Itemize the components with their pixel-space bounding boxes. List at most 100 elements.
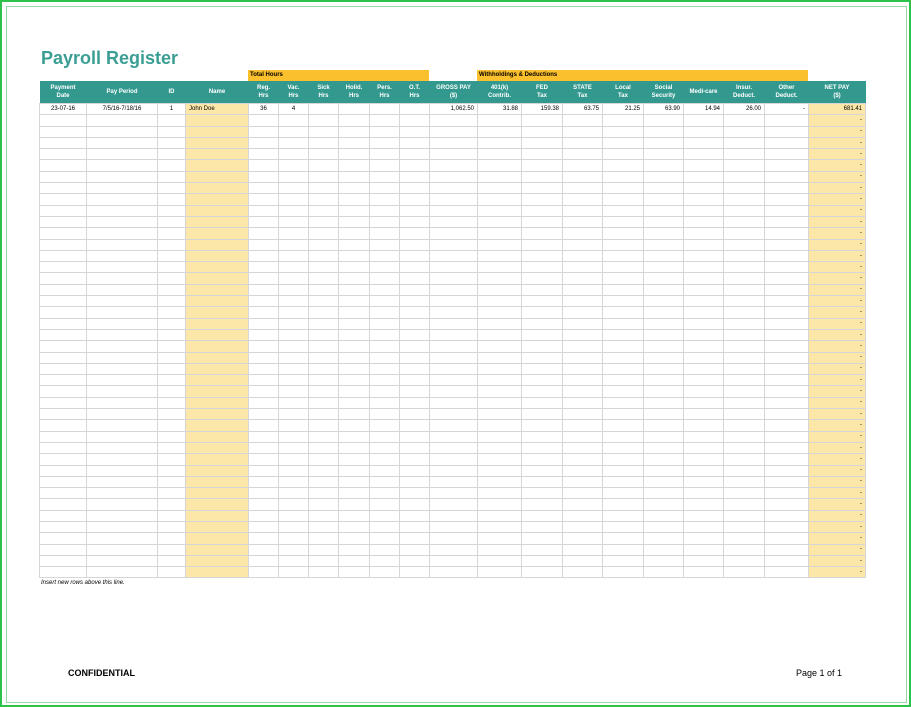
table-cell[interactable] bbox=[683, 430, 724, 443]
table-cell[interactable] bbox=[602, 509, 644, 522]
table-cell[interactable] bbox=[602, 170, 644, 184]
table-cell[interactable] bbox=[338, 532, 370, 545]
table-cell[interactable] bbox=[278, 272, 309, 285]
table-cell[interactable] bbox=[764, 498, 809, 511]
table-cell[interactable] bbox=[562, 498, 603, 511]
table-cell[interactable] bbox=[308, 114, 339, 127]
table-cell[interactable] bbox=[602, 453, 644, 466]
table-cell[interactable] bbox=[338, 430, 370, 443]
table-cell[interactable] bbox=[643, 509, 684, 522]
table-cell[interactable] bbox=[399, 475, 430, 489]
table-cell[interactable] bbox=[338, 554, 370, 568]
table-cell[interactable] bbox=[369, 543, 400, 556]
table-cell[interactable] bbox=[602, 114, 644, 127]
table-cell[interactable] bbox=[248, 295, 279, 308]
table-cell[interactable] bbox=[185, 419, 249, 432]
table-cell[interactable] bbox=[278, 374, 309, 387]
table-cell[interactable] bbox=[399, 193, 430, 206]
table-cell[interactable] bbox=[602, 272, 644, 285]
table-cell[interactable] bbox=[185, 532, 249, 545]
table-cell[interactable] bbox=[602, 340, 644, 353]
table-cell[interactable] bbox=[308, 227, 339, 240]
table-cell[interactable] bbox=[643, 114, 684, 127]
table-cell[interactable] bbox=[521, 283, 563, 297]
table-cell[interactable] bbox=[477, 453, 522, 466]
table-cell[interactable] bbox=[39, 306, 87, 319]
table-cell[interactable] bbox=[338, 464, 370, 477]
table-cell[interactable] bbox=[521, 351, 563, 364]
table-cell[interactable] bbox=[157, 374, 186, 387]
table-cell[interactable] bbox=[308, 328, 339, 342]
table-cell[interactable] bbox=[157, 385, 186, 398]
table-cell[interactable] bbox=[185, 374, 249, 387]
table-cell[interactable] bbox=[683, 362, 724, 376]
table-cell[interactable] bbox=[399, 374, 430, 387]
table-cell[interactable] bbox=[602, 362, 644, 376]
table-cell[interactable] bbox=[477, 227, 522, 240]
table-cell[interactable] bbox=[308, 419, 339, 432]
table-cell[interactable] bbox=[278, 396, 309, 410]
table-cell[interactable] bbox=[369, 317, 400, 330]
table-cell[interactable] bbox=[521, 272, 563, 285]
table-cell[interactable] bbox=[86, 148, 158, 161]
table-cell[interactable] bbox=[338, 441, 370, 455]
table-cell[interactable] bbox=[683, 272, 724, 285]
table-cell[interactable] bbox=[643, 170, 684, 184]
table-cell[interactable] bbox=[248, 475, 279, 489]
table-cell[interactable] bbox=[39, 204, 87, 217]
table-cell[interactable]: - bbox=[808, 408, 866, 421]
table-cell[interactable] bbox=[643, 464, 684, 477]
table-cell[interactable] bbox=[643, 306, 684, 319]
table-cell[interactable] bbox=[86, 328, 158, 342]
table-cell[interactable] bbox=[369, 125, 400, 138]
table-cell[interactable] bbox=[764, 362, 809, 376]
table-cell[interactable] bbox=[521, 532, 563, 545]
table-cell[interactable] bbox=[683, 204, 724, 217]
table-cell[interactable] bbox=[39, 238, 87, 251]
table-cell[interactable] bbox=[683, 125, 724, 138]
table-cell[interactable] bbox=[429, 249, 478, 263]
table-cell[interactable] bbox=[521, 182, 563, 195]
table-cell[interactable]: - bbox=[808, 441, 866, 455]
table-cell[interactable] bbox=[429, 148, 478, 161]
table-cell[interactable]: - bbox=[808, 566, 866, 579]
table-cell[interactable] bbox=[643, 351, 684, 364]
table-cell[interactable] bbox=[723, 295, 765, 308]
table-cell[interactable] bbox=[86, 249, 158, 263]
table-cell[interactable] bbox=[185, 430, 249, 443]
table-cell[interactable] bbox=[278, 306, 309, 319]
table-cell[interactable] bbox=[39, 385, 87, 398]
table-cell[interactable] bbox=[86, 351, 158, 364]
table-cell[interactable] bbox=[185, 272, 249, 285]
table-cell[interactable]: - bbox=[808, 136, 866, 150]
table-cell[interactable] bbox=[86, 396, 158, 410]
table-cell[interactable] bbox=[399, 554, 430, 568]
table-cell[interactable] bbox=[338, 498, 370, 511]
table-cell[interactable] bbox=[723, 520, 765, 534]
table-cell[interactable] bbox=[562, 125, 603, 138]
table-cell[interactable] bbox=[602, 215, 644, 229]
table-cell[interactable] bbox=[248, 351, 279, 364]
table-cell[interactable]: - bbox=[808, 453, 866, 466]
table-cell[interactable] bbox=[562, 340, 603, 353]
table-cell[interactable] bbox=[157, 193, 186, 206]
table-cell[interactable] bbox=[369, 306, 400, 319]
table-cell[interactable] bbox=[764, 396, 809, 410]
table-cell[interactable] bbox=[248, 238, 279, 251]
table-cell[interactable] bbox=[683, 509, 724, 522]
table-cell[interactable]: 26.00 bbox=[723, 102, 765, 116]
table-cell[interactable] bbox=[477, 136, 522, 150]
table-cell[interactable] bbox=[157, 487, 186, 500]
table-cell[interactable] bbox=[521, 328, 563, 342]
table-cell[interactable] bbox=[338, 227, 370, 240]
table-cell[interactable] bbox=[399, 532, 430, 545]
table-cell[interactable] bbox=[248, 283, 279, 297]
table-cell[interactable] bbox=[602, 306, 644, 319]
table-cell[interactable] bbox=[369, 249, 400, 263]
table-cell[interactable] bbox=[643, 498, 684, 511]
table-cell[interactable]: - bbox=[808, 249, 866, 263]
table-cell[interactable] bbox=[185, 441, 249, 455]
table-cell[interactable] bbox=[562, 193, 603, 206]
table-cell[interactable]: - bbox=[808, 227, 866, 240]
table-cell[interactable] bbox=[157, 520, 186, 534]
